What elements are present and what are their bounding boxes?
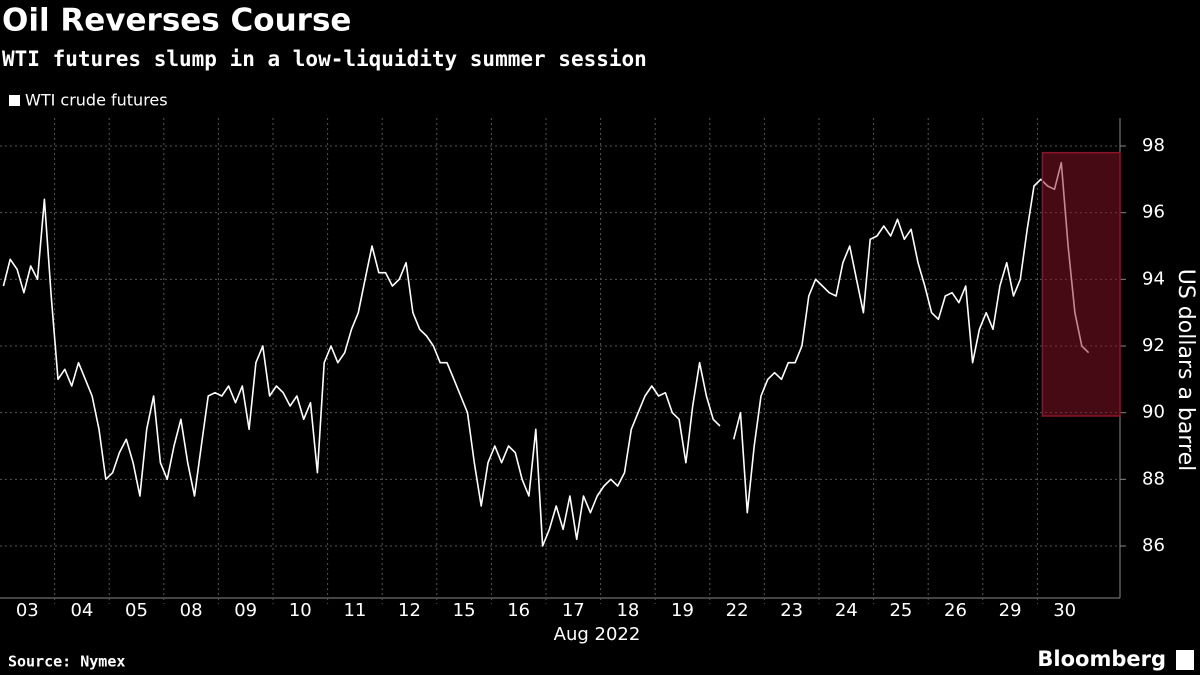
x-tick-label: 17 xyxy=(562,600,585,621)
legend-label: WTI crude futures xyxy=(25,91,168,110)
y-axis-label: US dollars a barrel xyxy=(1173,269,1198,471)
x-tick-label: 04 xyxy=(70,600,93,621)
x-tick-label: 11 xyxy=(343,600,366,621)
y-tick-label: 98 xyxy=(1142,135,1165,156)
y-tick-label: 94 xyxy=(1142,268,1165,289)
x-tick-label: 16 xyxy=(507,600,530,621)
x-tick-label: 12 xyxy=(398,600,421,621)
y-tick-label: 90 xyxy=(1142,402,1165,423)
y-tick-label: 88 xyxy=(1142,468,1165,489)
x-tick-label: 22 xyxy=(726,600,749,621)
brand-icon xyxy=(1176,650,1194,670)
x-tick-label: 15 xyxy=(453,600,476,621)
x-tick-label: 26 xyxy=(944,600,967,621)
source: Source: Nymex xyxy=(8,653,125,671)
y-tick-label: 86 xyxy=(1142,535,1165,556)
x-tick-label: 19 xyxy=(671,600,694,621)
y-tick-label: 96 xyxy=(1142,202,1165,223)
x-tick-label: 18 xyxy=(616,600,639,621)
x-tick-label: 24 xyxy=(835,600,858,621)
x-tick-label: 05 xyxy=(125,600,148,621)
highlight xyxy=(1041,151,1121,417)
x-tick-label: 10 xyxy=(289,600,312,621)
x-tick-label: 25 xyxy=(889,600,912,621)
x-tick-label: 29 xyxy=(999,600,1022,621)
x-tick-label: 03 xyxy=(16,600,39,621)
x-tick-label: 30 xyxy=(1053,600,1076,621)
x-group-label: Aug 2022 xyxy=(554,624,641,645)
brand: Bloomberg xyxy=(1037,647,1166,671)
x-tick-label: 08 xyxy=(180,600,203,621)
y-tick-label: 92 xyxy=(1142,335,1165,356)
x-tick-label: 23 xyxy=(780,600,803,621)
x-tick-label: 09 xyxy=(234,600,257,621)
chart-subtitle: WTI futures slump in a low-liquidity sum… xyxy=(2,47,647,71)
chart-title: Oil Reverses Course xyxy=(2,3,351,39)
legend-swatch xyxy=(9,95,20,106)
line xyxy=(2,161,1090,547)
